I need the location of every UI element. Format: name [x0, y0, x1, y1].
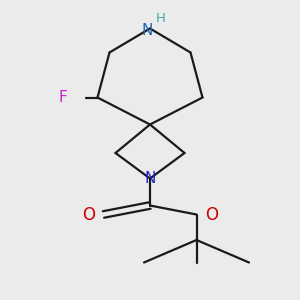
Text: H: H — [156, 12, 165, 26]
Text: N: N — [141, 23, 153, 38]
Text: O: O — [205, 206, 218, 224]
Text: F: F — [58, 90, 68, 105]
Text: O: O — [82, 206, 95, 224]
Text: N: N — [144, 171, 156, 186]
